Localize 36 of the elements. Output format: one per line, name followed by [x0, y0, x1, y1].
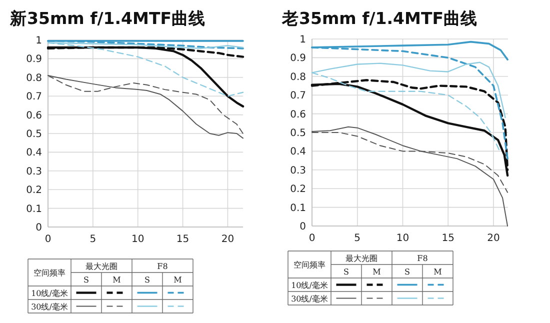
y-tick-label: 0.2	[290, 184, 306, 196]
y-tick-label: 0.6	[290, 109, 306, 120]
x-tick-label: 0	[308, 233, 316, 244]
legend-table: 空间频率 最大光圈 F8 S M S M 10线/毫米 30线/毫米	[28, 258, 194, 314]
y-tick-label: 0.1	[290, 202, 306, 214]
x-tick-label: 5	[354, 233, 361, 244]
x-tick-label: 0	[44, 234, 52, 245]
x-tick-label: 20	[487, 233, 500, 244]
y-tick-label: 0.3	[26, 166, 42, 178]
y-tick-label: 0.6	[26, 110, 42, 122]
y-tick-label: 0.3	[290, 165, 306, 176]
y-tick-label: 0	[36, 222, 42, 234]
x-tick-label: 15	[442, 233, 454, 244]
y-tick-label: 1	[300, 34, 306, 46]
y-tick-label: 0.4	[26, 148, 42, 159]
y-tick-label: 0.5	[26, 129, 42, 140]
chart-title: 老35mm f/1.4MTF曲线	[281, 9, 478, 28]
chart-title: 新35mm f/1.4MTF曲线	[9, 9, 206, 28]
y-tick-label: 0.7	[26, 92, 42, 103]
y-tick-label: 1	[36, 36, 42, 46]
y-tick-label: 0.8	[26, 72, 42, 84]
y-tick-label: 0.5	[290, 128, 306, 139]
y-tick-label: 0.9	[290, 53, 306, 64]
x-tick-label: 10	[396, 233, 410, 244]
legend-table: 空间频率 最大光圈 F8 S M S M 10线/毫米 30线/毫米	[288, 250, 454, 306]
y-tick-label: 0.9	[26, 54, 42, 66]
y-tick-label: 0.7	[290, 90, 306, 102]
x-tick-label: 5	[90, 234, 96, 245]
y-tick-label: 0.2	[26, 185, 42, 196]
x-tick-label: 15	[176, 234, 190, 245]
y-tick-label: 0	[300, 222, 306, 232]
y-tick-label: 0.1	[26, 204, 42, 215]
y-tick-label: 0.8	[290, 72, 306, 83]
y-tick-label: 0.4	[290, 146, 306, 158]
x-tick-label: 20	[221, 234, 234, 245]
x-tick-label: 10	[131, 234, 144, 245]
